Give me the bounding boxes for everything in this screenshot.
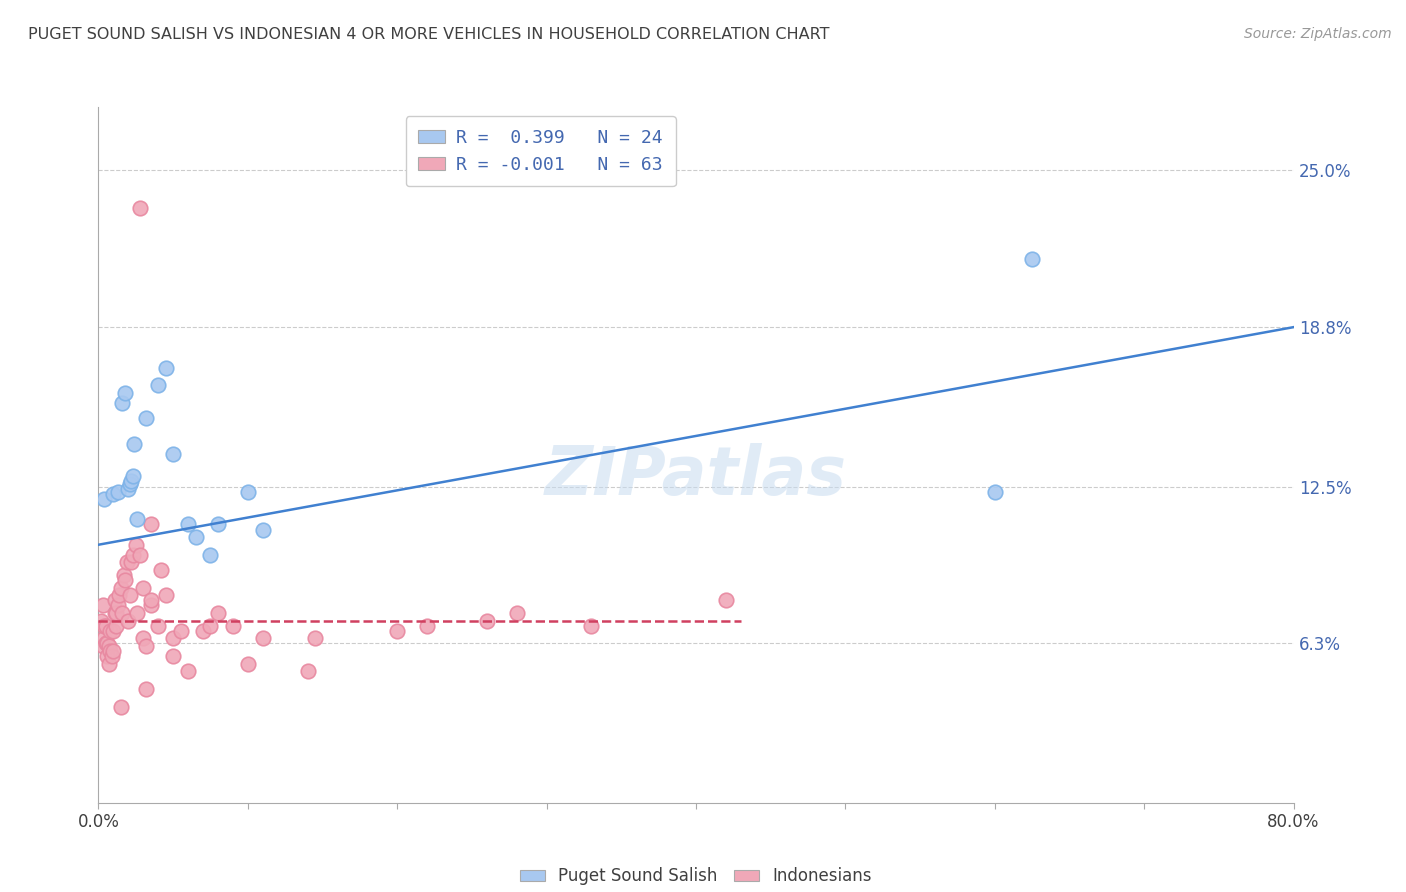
Point: [127, 512, 149, 526]
Point: [94, 618, 117, 632]
Point: [200, 548, 222, 562]
Point: [184, 530, 207, 544]
Point: [103, 487, 125, 501]
Point: [111, 606, 134, 620]
Point: [162, 447, 184, 461]
Point: [132, 581, 155, 595]
Point: [297, 665, 319, 679]
Point: [97, 657, 120, 671]
Point: [200, 618, 222, 632]
Point: [155, 360, 177, 375]
Point: [385, 624, 409, 638]
Point: [222, 618, 245, 632]
Point: [111, 396, 134, 410]
Point: [105, 618, 128, 632]
Point: [110, 581, 132, 595]
Point: [125, 538, 148, 552]
Point: [135, 681, 157, 696]
Point: [107, 484, 129, 499]
Point: [177, 665, 200, 679]
Point: [1021, 252, 1043, 266]
Point: [581, 618, 603, 632]
Point: [252, 523, 274, 537]
Point: [100, 624, 122, 638]
Point: [114, 573, 136, 587]
Point: [97, 639, 120, 653]
Point: [118, 477, 141, 491]
Point: [139, 599, 162, 613]
Point: [118, 588, 141, 602]
Point: [191, 624, 214, 638]
Point: [135, 639, 157, 653]
Point: [127, 606, 149, 620]
Point: [101, 648, 124, 663]
Point: [103, 624, 125, 638]
Point: [93, 618, 115, 632]
Point: [475, 614, 498, 628]
Point: [117, 482, 139, 496]
Point: [236, 657, 259, 671]
Point: [103, 644, 125, 658]
Point: [104, 593, 127, 607]
Text: PUGET SOUND SALISH VS INDONESIAN 4 OR MORE VEHICLES IN HOUSEHOLD CORRELATION CHA: PUGET SOUND SALISH VS INDONESIAN 4 OR MO…: [28, 27, 830, 42]
Point: [506, 606, 529, 620]
Text: Source: ZipAtlas.com: Source: ZipAtlas.com: [1244, 27, 1392, 41]
Point: [169, 624, 191, 638]
Point: [177, 517, 200, 532]
Point: [104, 606, 127, 620]
Point: [148, 618, 170, 632]
Point: [207, 606, 229, 620]
Point: [714, 593, 737, 607]
Legend: Puget Sound Salish, Indonesians: Puget Sound Salish, Indonesians: [513, 861, 879, 892]
Point: [121, 469, 143, 483]
Point: [115, 556, 138, 570]
Point: [139, 517, 162, 532]
Point: [162, 648, 184, 663]
Point: [100, 644, 122, 658]
Point: [124, 436, 146, 450]
Point: [96, 648, 118, 663]
Point: [120, 475, 142, 489]
Point: [236, 484, 259, 499]
Point: [110, 699, 132, 714]
Point: [162, 632, 184, 646]
Point: [108, 588, 131, 602]
Point: [129, 201, 152, 215]
Point: [207, 517, 229, 532]
Point: [135, 411, 157, 425]
Point: [150, 563, 173, 577]
Point: [132, 632, 155, 646]
Point: [984, 484, 1007, 499]
Point: [120, 556, 142, 570]
Point: [117, 614, 139, 628]
Point: [112, 568, 135, 582]
Point: [93, 492, 115, 507]
Point: [96, 636, 118, 650]
Point: [155, 588, 177, 602]
Point: [94, 636, 117, 650]
Point: [252, 632, 274, 646]
Point: [416, 618, 439, 632]
Point: [90, 614, 112, 628]
Point: [129, 548, 152, 562]
Text: ZIPatlas: ZIPatlas: [546, 442, 846, 508]
Point: [121, 548, 143, 562]
Point: [139, 593, 162, 607]
Point: [91, 639, 114, 653]
Point: [107, 599, 129, 613]
Point: [105, 606, 128, 620]
Point: [304, 632, 326, 646]
Point: [91, 599, 114, 613]
Point: [93, 632, 115, 646]
Point: [114, 386, 136, 401]
Point: [148, 378, 170, 392]
